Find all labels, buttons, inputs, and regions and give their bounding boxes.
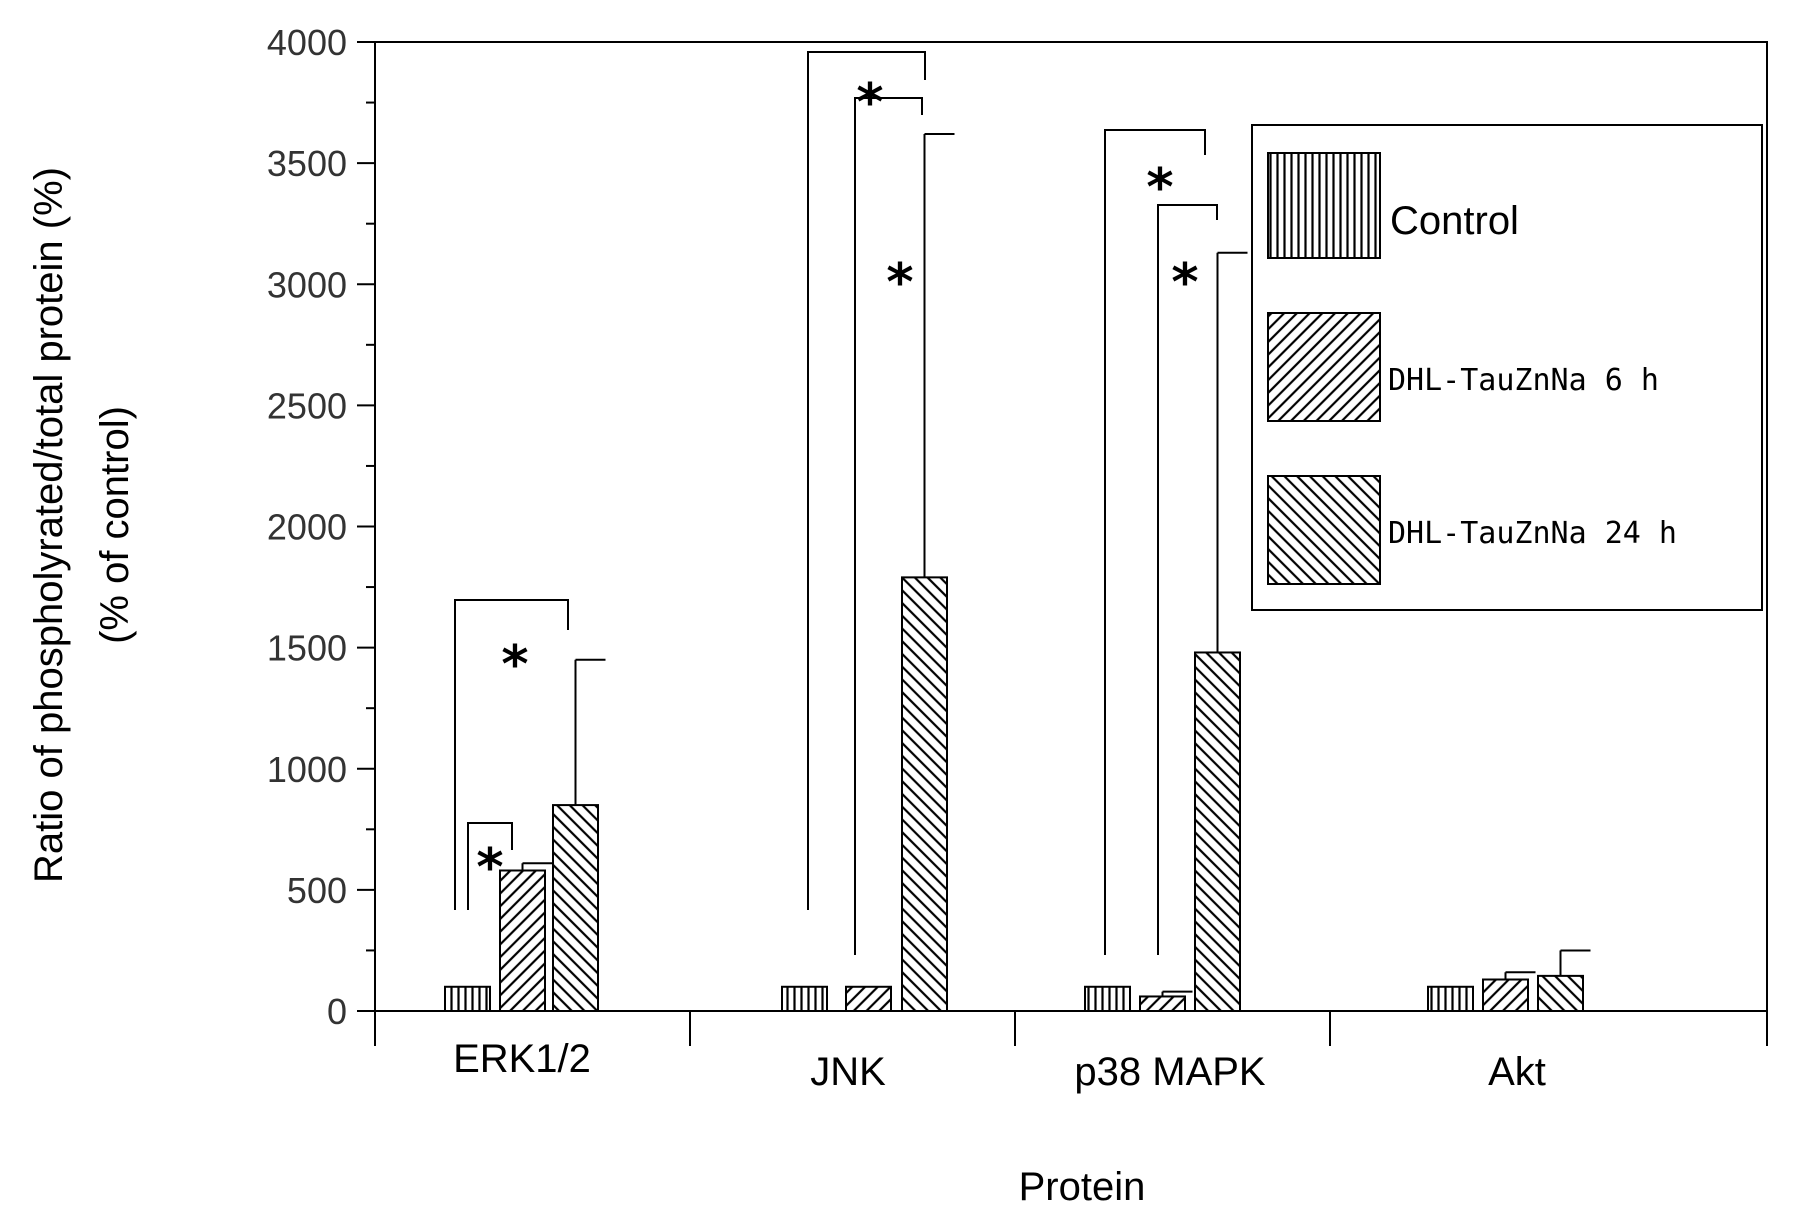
bar <box>781 985 828 1013</box>
bar <box>1084 985 1131 1013</box>
y-tick-label: 2500 <box>267 385 347 426</box>
significance-bracket <box>1104 129 1206 955</box>
bar <box>1482 978 1529 1013</box>
bar <box>444 985 491 1013</box>
significance-star: * <box>856 73 883 133</box>
y-tick-label: 1500 <box>267 628 347 669</box>
y-axis-title-line2: (% of control) <box>93 406 137 644</box>
legend-swatch-6h <box>1267 312 1381 422</box>
bar <box>1139 995 1186 1013</box>
significance-bracket <box>454 599 569 910</box>
x-category-label: ERK1/2 <box>453 1037 591 1081</box>
y-axis-title-line1: Ratio of phospholyrated/total protein (%… <box>27 167 71 883</box>
bar <box>901 576 948 1012</box>
bar <box>845 985 892 1013</box>
bar <box>1427 985 1474 1013</box>
significance-brackets: ****** <box>454 51 1218 955</box>
significance-bracket <box>854 97 923 955</box>
x-axis: ERK1/2 JNK p38 MAPK Akt <box>374 1011 1768 1094</box>
legend-swatch-24h <box>1267 475 1381 585</box>
significance-star: * <box>501 635 528 695</box>
y-tick-label: 3500 <box>267 143 347 184</box>
significance-bracket <box>807 51 926 910</box>
y-axis: 0 500 1000 1500 2000 2500 3000 3500 4000 <box>267 22 375 1032</box>
y-tick-label: 2000 <box>267 507 347 548</box>
y-tick-label: 3000 <box>267 264 347 305</box>
legend-swatch-control <box>1267 152 1381 259</box>
legend-label-6h: DHL-TauZnNa 6 h <box>1388 363 1659 398</box>
x-axis-title: Protein <box>1019 1165 1146 1209</box>
bars <box>444 133 1591 1013</box>
bar <box>1537 974 1584 1013</box>
x-category-label: JNK <box>810 1050 886 1094</box>
x-category-label: p38 MAPK <box>1074 1050 1266 1094</box>
y-tick-label: 1000 <box>267 749 347 790</box>
bar <box>1194 651 1241 1012</box>
significance-bracket <box>467 822 513 910</box>
bar <box>552 804 599 1013</box>
significance-star: * <box>1146 158 1173 218</box>
y-tick-label: 0 <box>327 991 347 1032</box>
significance-star: * <box>1171 253 1198 313</box>
bar <box>499 869 546 1012</box>
y-tick-label: 4000 <box>267 22 347 63</box>
y-tick-label: 500 <box>287 870 347 911</box>
legend: Control DHL-TauZnNa 6 h DHL-TauZnNa 24 h <box>1251 124 1763 611</box>
significance-bracket <box>1157 204 1218 955</box>
legend-label-control: Control <box>1390 199 1519 243</box>
legend-label-24h: DHL-TauZnNa 24 h <box>1388 516 1677 551</box>
significance-star: * <box>886 253 913 313</box>
x-category-label: Akt <box>1488 1050 1546 1094</box>
